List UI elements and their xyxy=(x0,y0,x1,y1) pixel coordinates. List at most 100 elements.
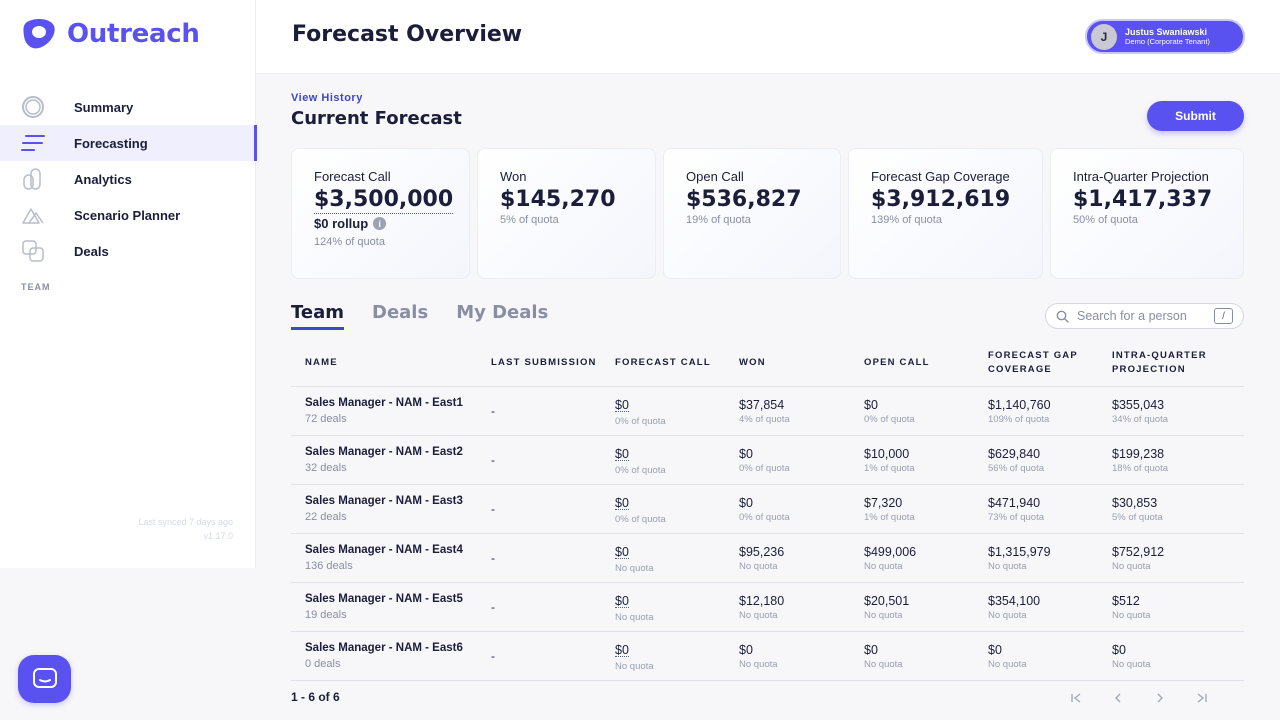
cell-name: Sales Manager - NAM - East5 19 deals xyxy=(291,593,491,621)
gap-coverage-quota: 56% of quota xyxy=(988,462,1044,474)
table-row[interactable]: Sales Manager - NAM - East4 136 deals - $0 N… xyxy=(291,534,1244,583)
cell-intra-quarter-projection: $355,043 34% of quota xyxy=(1112,398,1244,425)
won-quota: No quota xyxy=(739,560,778,572)
row-deals-count: 136 deals xyxy=(305,560,353,572)
column-header-won[interactable]: WON xyxy=(739,357,766,368)
cell-last-submission: - xyxy=(491,600,495,614)
chat-icon xyxy=(32,668,57,688)
open-call-value: $20,501 xyxy=(864,593,910,608)
won-value: $0 xyxy=(739,446,753,461)
cell-won: $95,236 No quota xyxy=(739,545,864,572)
cell-open-call: $10,000 1% of quota xyxy=(864,447,988,474)
row-deals-count: 72 deals xyxy=(305,413,347,425)
row-name[interactable]: Sales Manager - NAM - East2 xyxy=(305,446,463,458)
card-sub: 19% of quota xyxy=(686,214,751,226)
row-name[interactable]: Sales Manager - NAM - East4 xyxy=(305,544,463,556)
won-value: $12,180 xyxy=(739,593,785,608)
gap-coverage-value: $471,940 xyxy=(988,495,1041,510)
tab-bar: Team Deals My Deals xyxy=(291,302,548,330)
cell-last-submission: - xyxy=(491,551,495,565)
submit-button[interactable]: Submit xyxy=(1147,101,1244,131)
cell-forecast-gap-coverage: $1,315,979 No quota xyxy=(988,545,1112,572)
card-sub: 50% of quota xyxy=(1073,214,1138,226)
search-input[interactable]: Search for a person / xyxy=(1045,303,1244,329)
card-label: Won xyxy=(500,169,527,184)
table-row[interactable]: Sales Manager - NAM - East2 32 deals - $0 0%… xyxy=(291,436,1244,485)
search-placeholder: Search for a person xyxy=(1077,309,1187,323)
won-value: $0 xyxy=(739,642,753,657)
forecast-call-value[interactable]: $0 xyxy=(615,593,629,608)
tab-my-deals[interactable]: My Deals xyxy=(456,302,549,323)
info-icon[interactable]: i xyxy=(373,217,387,230)
outreach-logo[interactable]: Outreach xyxy=(21,18,200,50)
cell-name: Sales Manager - NAM - East6 0 deals xyxy=(291,642,491,670)
sidebar-item-scenario-planner[interactable]: Scenario Planner xyxy=(0,197,256,233)
cell-last-submission: - xyxy=(491,502,495,516)
cell-won: $12,180 No quota xyxy=(739,594,864,621)
sidebar-item-label: Forecasting xyxy=(74,135,148,151)
last-page-icon[interactable] xyxy=(1194,690,1210,706)
cell-won: $0 No quota xyxy=(739,643,864,670)
column-header-intra-quarter-projection[interactable]: INTRA-QUARTER PROJECTION xyxy=(1112,350,1207,375)
projection-value: $30,853 xyxy=(1112,495,1158,510)
forecast-call-quota: No quota xyxy=(615,660,654,672)
forecast-call-value[interactable]: $0 xyxy=(615,544,629,559)
card-sub: 139% of quota xyxy=(871,214,942,226)
table-row[interactable]: Sales Manager - NAM - East5 19 deals - $0 No… xyxy=(291,583,1244,632)
sidebar-item-summary[interactable]: Summary xyxy=(0,89,256,125)
card-sub: 124% of quota xyxy=(314,236,385,248)
user-info: Justus Swaniawski Demo (Corporate Tenant… xyxy=(1125,27,1210,47)
column-header-name[interactable]: NAME xyxy=(305,357,338,368)
forecast-call-value[interactable]: $0 xyxy=(615,642,629,657)
open-call-value: $0 xyxy=(864,397,878,412)
tab-team[interactable]: Team xyxy=(291,302,344,330)
chat-button[interactable] xyxy=(18,655,71,703)
column-header-forecast-call[interactable]: FORECAST CALL xyxy=(615,357,711,368)
won-card: Won $145,270 5% of quota xyxy=(477,148,656,279)
page-title: Forecast Overview xyxy=(292,22,523,47)
forecast-call-value[interactable]: $0 xyxy=(615,397,629,412)
sidebar: Outreach Summary Forecasting Analytics S… xyxy=(0,0,257,568)
table-row[interactable]: Sales Manager - NAM - East3 22 deals - $0 0%… xyxy=(291,485,1244,534)
column-header-forecast-gap-coverage[interactable]: FORECAST GAP COVERAGE xyxy=(988,350,1078,375)
row-name[interactable]: Sales Manager - NAM - East6 xyxy=(305,642,463,654)
open-call-card: Open Call $536,827 19% of quota xyxy=(663,148,841,279)
row-name[interactable]: Sales Manager - NAM - East1 xyxy=(305,397,463,409)
prev-page-icon[interactable] xyxy=(1110,690,1126,706)
user-menu[interactable]: J Justus Swaniawski Demo (Corporate Tena… xyxy=(1085,19,1245,54)
sidebar-item-deals[interactable]: Deals xyxy=(0,233,256,269)
row-name[interactable]: Sales Manager - NAM - East5 xyxy=(305,593,463,605)
sidebar-item-analytics[interactable]: Analytics xyxy=(0,161,256,197)
column-header-last-submission[interactable]: LAST SUBMISSION xyxy=(491,357,597,368)
sidebar-item-forecasting[interactable]: Forecasting xyxy=(0,125,257,161)
open-call-quota: 1% of quota xyxy=(864,511,915,523)
forecast-call-value[interactable]: $0 xyxy=(615,446,629,461)
projection-value: $752,912 xyxy=(1112,544,1165,559)
table-row[interactable]: Sales Manager - NAM - East6 0 deals - $0 No … xyxy=(291,632,1244,681)
projection-quota: 18% of quota xyxy=(1112,462,1168,474)
card-label: Forecast Call xyxy=(314,169,391,184)
ring-icon xyxy=(20,94,46,120)
cell-forecast-call: $0 No quota xyxy=(615,543,739,574)
next-page-icon[interactable] xyxy=(1152,690,1168,706)
section-title: Current Forecast xyxy=(291,108,462,129)
view-history-link[interactable]: View History xyxy=(291,92,363,104)
forecast-call-value[interactable]: $0 xyxy=(615,495,629,510)
card-value[interactable]: $3,500,000 xyxy=(314,187,454,214)
cell-forecast-gap-coverage: $354,100 No quota xyxy=(988,594,1112,621)
cell-last-submission: - xyxy=(491,453,495,467)
won-quota: 4% of quota xyxy=(739,413,790,425)
tab-deals[interactable]: Deals xyxy=(372,302,429,323)
open-call-value: $10,000 xyxy=(864,446,910,461)
row-name[interactable]: Sales Manager - NAM - East3 xyxy=(305,495,463,507)
cell-intra-quarter-projection: $199,238 18% of quota xyxy=(1112,447,1244,474)
cell-intra-quarter-projection: $512 No quota xyxy=(1112,594,1244,621)
cell-open-call: $7,320 1% of quota xyxy=(864,496,988,523)
projection-quota: No quota xyxy=(1112,658,1151,670)
first-page-icon[interactable] xyxy=(1068,690,1084,706)
table-row[interactable]: Sales Manager - NAM - East1 72 deals - $0 0%… xyxy=(291,387,1244,436)
open-call-value: $7,320 xyxy=(864,495,903,510)
column-header-open-call[interactable]: OPEN CALL xyxy=(864,357,930,368)
cell-won: $37,854 4% of quota xyxy=(739,398,864,425)
intra-quarter-projection-card: Intra-Quarter Projection $1,417,337 50% … xyxy=(1050,148,1244,279)
